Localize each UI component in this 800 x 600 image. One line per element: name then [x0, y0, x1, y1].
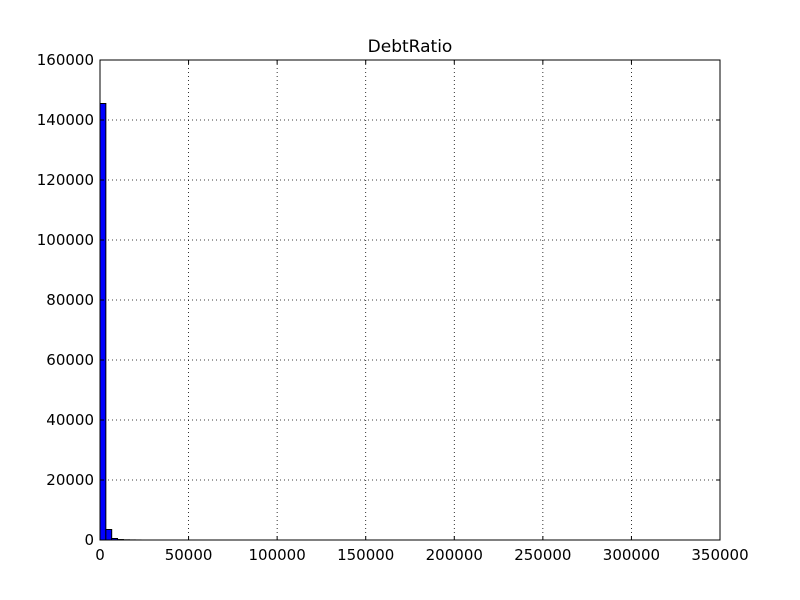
y-tick-label: 60000: [46, 351, 94, 369]
y-tick-label: 100000: [37, 231, 94, 249]
histogram-bar-1: [105, 529, 113, 541]
x-tick-labels: 0 50000 100000 150000 200000 250000 300000 3500…: [95, 546, 748, 564]
y-tick-label: 120000: [37, 171, 94, 189]
chart-title: DebtRatio: [368, 37, 453, 57]
x-tick-label: 0: [95, 546, 105, 564]
y-tick-label: 0: [84, 531, 94, 549]
y-tick-label: 80000: [46, 291, 94, 309]
x-tick-label: 300000: [603, 546, 660, 564]
y-tick-label: 40000: [46, 411, 94, 429]
x-tick-label: 150000: [337, 546, 394, 564]
histogram-bars: [99, 103, 142, 541]
x-tick-label: 100000: [249, 546, 306, 564]
x-tick-label: 350000: [691, 546, 748, 564]
axis-ticks: [99, 59, 721, 541]
x-tick-label: 250000: [514, 546, 571, 564]
grid-lines: [100, 60, 720, 540]
y-tick-labels: 0 20000 40000 60000 80000 100000 120000 140000 1…: [37, 51, 94, 549]
x-tick-label: 50000: [165, 546, 213, 564]
y-tick-label: 140000: [37, 111, 94, 129]
y-tick-label: 160000: [37, 51, 94, 69]
histogram-bar-0: [99, 103, 107, 541]
x-tick-label: 200000: [426, 546, 483, 564]
y-tick-label: 20000: [46, 471, 94, 489]
